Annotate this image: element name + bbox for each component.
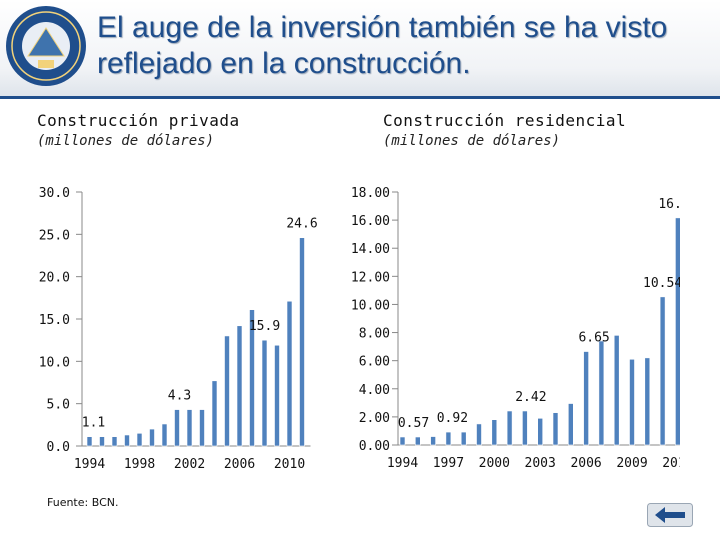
chart2-ytick-label: 14.00 [351, 242, 390, 257]
chart2-xtick-label: 1997 [433, 456, 464, 471]
chart1-bar-1999 [149, 428, 155, 447]
chart2-bar-1995 [415, 436, 421, 446]
chart1-bar-2011 [299, 237, 305, 447]
back-arrow-button[interactable] [647, 503, 693, 527]
chart2-ytick-label: 0.00 [359, 439, 390, 454]
chart2-bar-1996 [430, 436, 436, 446]
chart2-bar-1997 [445, 431, 452, 446]
chart2-xtick-label: 2000 [479, 456, 510, 471]
chart2-bar-1999 [476, 423, 482, 446]
chart2-data-label: 0.92 [437, 411, 468, 426]
chart2-ytick-label: 10.00 [351, 298, 390, 313]
slide-header: El auge de la inversión también se ha vi… [0, 0, 720, 98]
chart2-bar-2005 [568, 403, 574, 446]
chart2-ytick-label: 4.00 [359, 383, 390, 398]
chart1-ytick-label: 0.0 [47, 440, 70, 455]
chart1-bar-2010 [286, 300, 293, 447]
chart1-bar-1996 [111, 436, 118, 447]
chart-1-title: Construcción privada [37, 111, 240, 130]
chart1-xtick-label: 2010 [274, 457, 305, 472]
source-footnote: Fuente: BCN. [47, 496, 119, 509]
chart1-ytick-label: 25.0 [39, 228, 70, 243]
chart1-data-label: 1.1 [82, 416, 105, 431]
chart1-ytick-label: 30.0 [39, 186, 70, 201]
chart1-xtick-label: 2006 [224, 457, 255, 472]
chart2-data-label: 10.54 [643, 276, 680, 291]
chart2-bar-2010 [644, 357, 651, 446]
chart2-bar-2003 [537, 417, 543, 446]
chart1-bar-2001 [174, 409, 180, 447]
chart1-bar-1994 [86, 436, 93, 447]
chart2-bar-1998 [460, 431, 467, 446]
chart-2-title: Construcción residencial [383, 111, 627, 130]
slide-title: El auge de la inversión también se ha vi… [97, 11, 668, 80]
chart2-bar-2011 [659, 296, 666, 446]
chart2-bar-2004 [552, 412, 559, 446]
chart2-ytick-label: 18.00 [351, 186, 390, 201]
chart1-data-label: 24.6 [286, 217, 317, 232]
chart2-xtick-label: 2012 [662, 456, 680, 471]
chart1-bar-1997 [124, 434, 130, 447]
chart-1-subtitle: (millones de dólares) [37, 133, 215, 149]
chart2-xtick-label: 1994 [387, 456, 418, 471]
chart2-bar-2002 [522, 410, 528, 446]
chart2-ytick-label: 6.00 [359, 355, 390, 370]
chart1-bar-2008 [261, 339, 268, 447]
chart2-bar-2007 [598, 340, 605, 446]
chart2-data-label: 16.16 [658, 197, 680, 212]
chart1-bar-2002 [186, 409, 193, 447]
back-arrow-icon [655, 507, 685, 523]
chart1-ytick-label: 15.0 [39, 313, 70, 328]
chart2-bar-2009 [629, 358, 635, 446]
chart1-ytick-label: 20.0 [39, 271, 70, 286]
chart2-xtick-label: 2009 [616, 456, 647, 471]
chart2-data-label: 2.42 [515, 390, 546, 405]
chart2-xtick-label: 2006 [570, 456, 601, 471]
chart2-xtick-label: 2003 [525, 456, 556, 471]
chart1-bar-2009 [274, 344, 280, 447]
chart2-bar-2001 [506, 410, 513, 446]
chart1-bar-1998 [136, 433, 143, 447]
chart1-ytick-label: 10.0 [39, 355, 70, 370]
chart2-ytick-label: 8.00 [359, 327, 390, 342]
chart1-bar-2005 [224, 335, 230, 447]
chart1-xtick-label: 2002 [174, 457, 205, 472]
chart2-data-label: 0.57 [398, 416, 429, 431]
private-construction-chart: 0.0 5.0 10.0 15.0 20.0 25.0 30.0 1.1 4.3 15.9 24.6… [39, 186, 318, 472]
bcn-seal-icon [6, 6, 86, 86]
chart1-bar-2004 [211, 380, 218, 447]
chart1-bar-2006 [236, 325, 243, 447]
chart1-bar-2003 [199, 409, 205, 447]
chart2-data-label: 6.65 [578, 331, 609, 346]
chart1-bar-1995 [99, 436, 105, 447]
chart1-ytick-label: 5.0 [47, 398, 70, 413]
chart1-xtick-label: 1998 [124, 457, 155, 472]
chart2-ytick-label: 16.00 [351, 214, 390, 229]
chart2-ytick-label: 2.00 [359, 411, 390, 426]
chart2-bar-2008 [613, 335, 620, 446]
chart1-bar-2000 [161, 423, 168, 447]
chart2-bar-2012 [675, 217, 680, 446]
chart-2-subtitle: (millones de dólares) [383, 133, 561, 149]
residential-construction-chart: 0.00 2.00 4.00 6.00 8.00 10.00 12.00 14.00 16.00… [351, 186, 680, 471]
chart1-bar-2007 [249, 309, 255, 447]
chart2-bar-2006 [583, 351, 589, 446]
chart1-xtick-label: 1994 [74, 457, 105, 472]
chart1-data-label: 4.3 [168, 389, 191, 404]
chart2-ytick-label: 12.00 [351, 270, 390, 285]
chart2-bar-1994 [399, 436, 406, 446]
chart1-data-label: 15.9 [249, 319, 280, 334]
header-divider [0, 96, 720, 99]
chart2-bar-2000 [491, 419, 498, 446]
